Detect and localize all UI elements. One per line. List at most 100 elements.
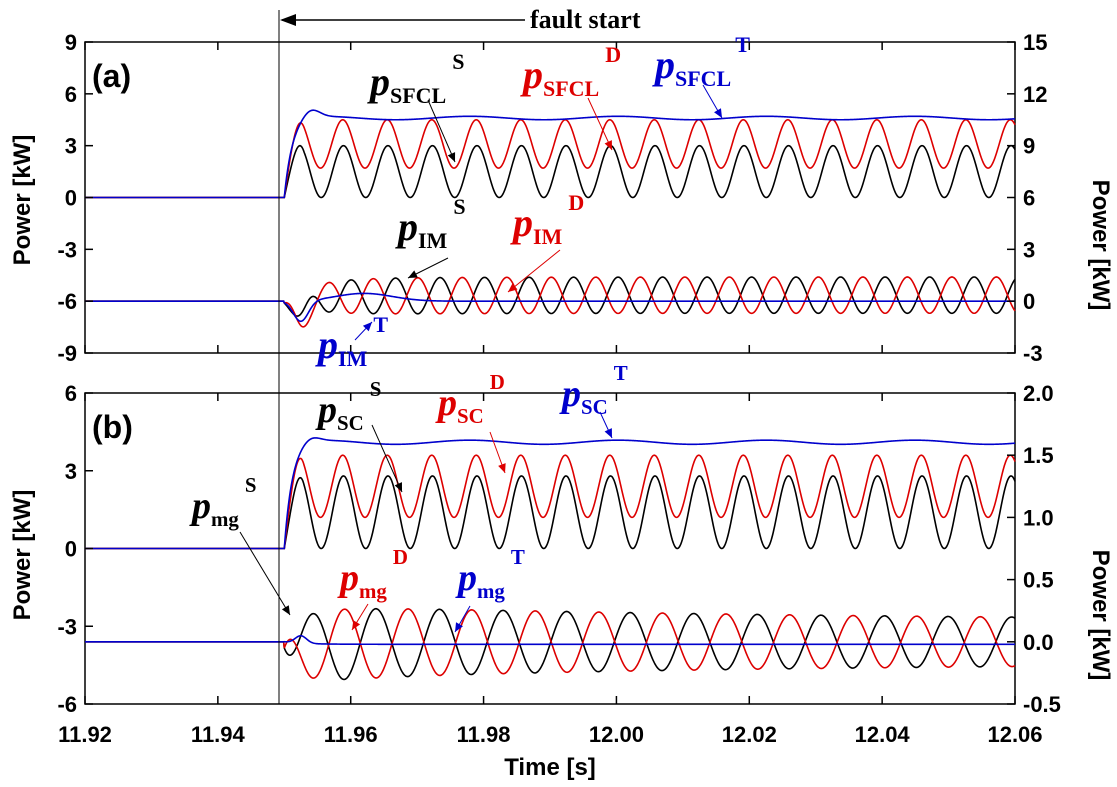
series-label-sub: SFCL bbox=[543, 76, 599, 101]
series-label-sub: SFCL bbox=[390, 83, 446, 108]
series-label-sup: D bbox=[568, 190, 584, 215]
series-label-arrowhead-sc-s bbox=[394, 482, 402, 492]
right-tick-label: 1.5 bbox=[1023, 443, 1054, 468]
series-label-sup: T bbox=[511, 545, 525, 569]
series-label-arrowhead-sfcl-t bbox=[714, 108, 722, 118]
series-label-sub: SC bbox=[457, 404, 484, 428]
series-label-base: p bbox=[510, 200, 533, 245]
series-label-sc-s: pSCS bbox=[315, 377, 381, 435]
left-tick-label: -3 bbox=[57, 614, 77, 639]
series-label-arrowhead-mg-s bbox=[281, 605, 290, 615]
series-label-sup: S bbox=[452, 49, 464, 74]
series-label-arrow-sfcl-d bbox=[587, 97, 613, 151]
series-label-sc-t: pSCT bbox=[559, 361, 628, 419]
series-label-sub: SFCL bbox=[675, 66, 731, 91]
series-label-arrowhead-im-t bbox=[362, 322, 372, 332]
series-label-arrow-sfcl-s bbox=[427, 99, 456, 163]
series-label-base: p bbox=[337, 557, 359, 599]
series-label-arrowhead-sc-d bbox=[498, 463, 506, 473]
left-tick-label: 6 bbox=[65, 82, 77, 107]
series-label-arrow-mg-s bbox=[239, 531, 291, 616]
series-label-base: p bbox=[367, 59, 390, 104]
ticks-layer: -9 -6 -3 0 3 6 9 -3 0 3 6 9 12 15 -6 -3 0 3 6 -0.5 0.0 0.5 1.0… bbox=[57, 30, 1060, 747]
left-tick-label: -3 bbox=[57, 237, 77, 262]
series-label-mg-d: pmgD bbox=[337, 545, 408, 603]
panel-b-left-axis-label: Power [kW] bbox=[9, 490, 36, 621]
series-label-base: p bbox=[652, 42, 675, 87]
series-label-base: p bbox=[559, 373, 581, 415]
series-label-sc-d: pSCD bbox=[435, 370, 505, 428]
series-label-mg-s: pmgS bbox=[189, 473, 256, 531]
fault-start-arrowhead bbox=[280, 14, 296, 26]
series-label-base: p bbox=[435, 382, 457, 424]
right-tick-label: 6 bbox=[1023, 186, 1035, 211]
x-tick-label: 11.98 bbox=[457, 722, 511, 747]
x-axis-label: Time [s] bbox=[504, 754, 596, 781]
x-tick-label: 11.96 bbox=[324, 722, 378, 747]
series-label-arrowhead-sc-t bbox=[604, 428, 612, 438]
series-label-sup: D bbox=[605, 42, 621, 67]
series-label-sup: T bbox=[735, 32, 750, 57]
left-tick-label: 3 bbox=[65, 459, 77, 484]
series-label-im-s: pIMS bbox=[395, 194, 466, 253]
series-label-sup: D bbox=[393, 545, 408, 569]
series-label-sub: mg bbox=[211, 507, 239, 531]
series-line-sc-t bbox=[85, 437, 1016, 550]
series-line-im-t bbox=[85, 292, 1015, 323]
series-label-base: p bbox=[315, 322, 338, 367]
right-tick-label: 2.0 bbox=[1023, 381, 1054, 406]
series-label-base: p bbox=[520, 52, 543, 97]
left-tick-label: -6 bbox=[57, 692, 77, 717]
panel-a-left-axis-label: Power [kW] bbox=[9, 135, 36, 266]
series-label-base: p bbox=[189, 485, 211, 527]
series-label-sub: SC bbox=[337, 411, 364, 435]
series-line-im-s bbox=[85, 276, 1016, 317]
right-tick-label: 1.0 bbox=[1023, 505, 1054, 530]
series-label-arrow-im-d bbox=[507, 249, 561, 293]
x-tick-label: 11.94 bbox=[191, 722, 246, 747]
series-label-sub: SC bbox=[581, 395, 608, 419]
series-label-arrowhead-im-d bbox=[508, 283, 518, 292]
series-line-sfcl-s bbox=[85, 144, 1016, 199]
series-line-mg-t bbox=[85, 634, 1015, 646]
right-tick-label: 0 bbox=[1023, 289, 1035, 314]
left-tick-label: 6 bbox=[65, 381, 77, 406]
series-label-base: p bbox=[315, 389, 337, 431]
series-label-arrowhead-mg-d bbox=[352, 620, 361, 630]
series-label-sfcl-d: pSFCLD bbox=[520, 42, 621, 101]
series-label-sub: mg bbox=[359, 579, 387, 603]
series-label-base: p bbox=[455, 557, 477, 599]
panel-b-label: (b) bbox=[92, 409, 133, 445]
x-tick-label: 11.92 bbox=[58, 722, 112, 747]
left-tick-label: 9 bbox=[65, 30, 77, 55]
left-tick-label: -6 bbox=[57, 289, 77, 314]
x-tick-label: 12.06 bbox=[987, 722, 1042, 747]
series-label-arrowhead-im-s bbox=[408, 270, 418, 278]
series-label-sup: T bbox=[614, 361, 628, 385]
series-label-sub: IM bbox=[533, 224, 563, 249]
panel-b-right-axis-label: Power [kW] bbox=[1087, 550, 1114, 681]
series-label-im-d: pIMD bbox=[510, 190, 584, 249]
series-line-sfcl-t bbox=[85, 109, 1016, 199]
series-label-sfcl-s: pSFCLS bbox=[367, 49, 465, 108]
left-tick-label: 3 bbox=[65, 134, 77, 159]
right-tick-label: 9 bbox=[1023, 134, 1035, 159]
left-tick-label: -9 bbox=[57, 341, 77, 366]
series-label-sup: S bbox=[370, 377, 382, 401]
series-label-arrowhead-sfcl-d bbox=[604, 140, 612, 150]
left-tick-label: 0 bbox=[65, 186, 77, 211]
series-label-base: p bbox=[395, 204, 418, 249]
series-label-arrow-sc-s bbox=[371, 424, 403, 493]
series-label-sup: S bbox=[245, 473, 257, 497]
series-label-mg-t: pmgT bbox=[455, 545, 525, 603]
panel-a-label: (a) bbox=[92, 58, 131, 94]
left-tick-label: 0 bbox=[65, 537, 77, 562]
fault-start-label: fault start bbox=[530, 5, 641, 34]
series-label-sub: IM bbox=[418, 228, 448, 253]
series-label-sfcl-t: pSFCLT bbox=[652, 32, 750, 91]
x-tick-label: 12.02 bbox=[722, 722, 777, 747]
series-label-im-t: pIMT bbox=[315, 312, 388, 371]
series-label-sub: IM bbox=[338, 346, 368, 371]
